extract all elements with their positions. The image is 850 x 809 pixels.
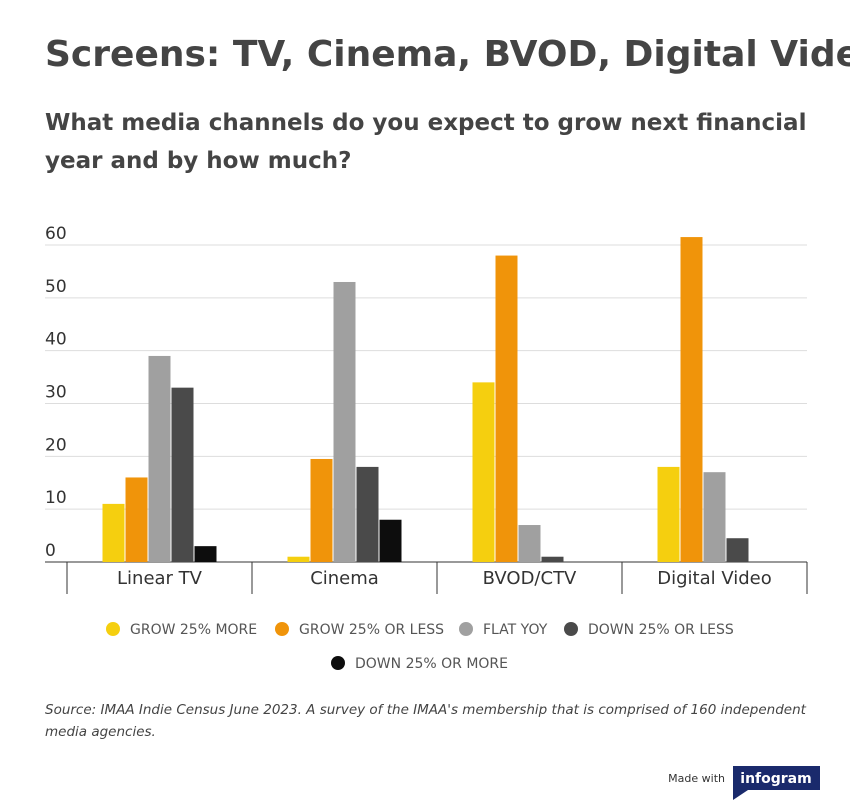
bar xyxy=(541,556,564,562)
x-tick-label: Digital Video xyxy=(657,568,772,589)
y-tick-label: 10 xyxy=(45,488,67,508)
bar xyxy=(379,519,402,562)
bar xyxy=(703,472,726,562)
legend-label: DOWN 25% OR LESS xyxy=(588,622,734,638)
x-tick-label: Cinema xyxy=(310,568,379,589)
legend-label: FLAT YOY xyxy=(483,622,548,638)
source-note: Source: IMAA Indie Census June 2023. A s… xyxy=(45,702,807,718)
legend-swatch xyxy=(275,622,289,636)
bar xyxy=(495,255,518,563)
footer-brand: infogram xyxy=(740,771,811,787)
bar xyxy=(472,382,495,562)
legend-label: GROW 25% OR LESS xyxy=(299,622,444,638)
bar xyxy=(356,466,379,562)
legend-label: DOWN 25% OR MORE xyxy=(355,656,508,672)
x-tick-label: BVOD/CTV xyxy=(483,568,577,589)
chart-title: Screens: TV, Cinema, BVOD, Digital Video xyxy=(45,34,850,75)
bar xyxy=(148,355,171,562)
bar xyxy=(125,477,148,562)
source-note: media agencies. xyxy=(45,724,156,740)
y-tick-label: 60 xyxy=(45,224,67,244)
bar xyxy=(333,281,356,562)
bar xyxy=(102,503,125,562)
bar xyxy=(287,556,310,562)
y-tick-label: 50 xyxy=(45,277,67,297)
legend-swatch xyxy=(564,622,578,636)
y-tick-label: 0 xyxy=(45,541,56,561)
y-tick-label: 20 xyxy=(45,435,67,455)
bar xyxy=(726,538,749,562)
bar xyxy=(194,546,217,562)
bar xyxy=(680,237,703,562)
chart-subtitle: year and by how much? xyxy=(45,148,351,174)
legend-swatch xyxy=(106,622,120,636)
x-tick-label: Linear TV xyxy=(117,568,203,589)
chart-subtitle: What media channels do you expect to gro… xyxy=(45,110,806,136)
bar xyxy=(657,466,680,562)
legend-swatch xyxy=(331,656,345,670)
footer-text: Made with xyxy=(668,772,725,785)
legend-swatch xyxy=(459,622,473,636)
y-tick-label: 40 xyxy=(45,330,67,350)
bar xyxy=(171,387,194,562)
bar xyxy=(518,525,541,562)
legend-label: GROW 25% MORE xyxy=(130,622,257,638)
infogram-logo xyxy=(733,766,820,800)
y-tick-label: 30 xyxy=(45,383,67,403)
bar xyxy=(310,458,333,562)
